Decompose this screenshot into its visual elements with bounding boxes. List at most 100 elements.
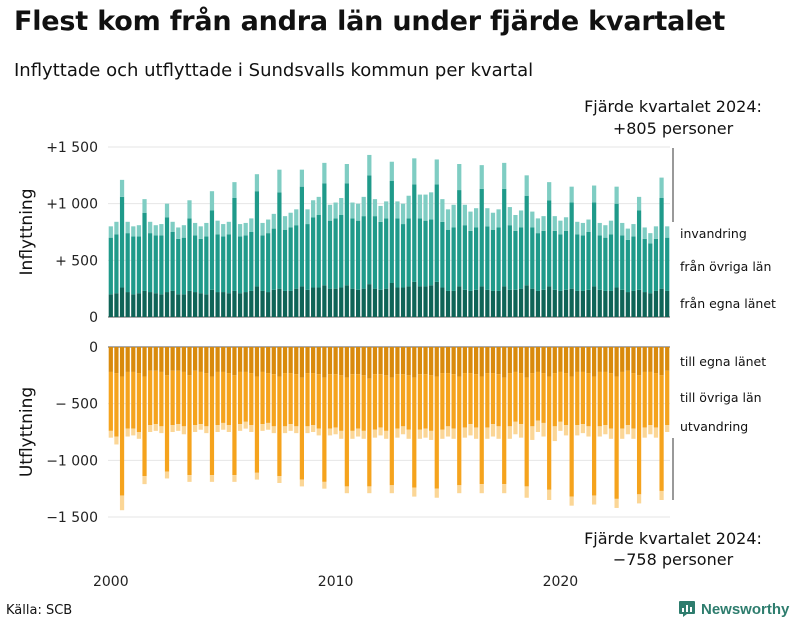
bar [311,373,316,426]
brand-logo[interactable]: Newsworthy [678,600,789,618]
bar [367,284,372,317]
bar [608,373,614,429]
bar [468,211,473,231]
bar [586,426,591,437]
bar [490,229,496,291]
bar [181,426,186,435]
bar [266,292,271,317]
bar [125,371,130,429]
bar [119,376,125,496]
bar [176,294,181,317]
bar [608,290,614,317]
bar [282,426,288,434]
bar [665,237,670,291]
bar [625,425,630,435]
bar [198,226,203,239]
bar [148,370,153,426]
bar [193,235,198,293]
bar [136,347,142,374]
bar [614,347,619,377]
bar [445,209,451,230]
bar [445,229,451,291]
bar [406,429,411,439]
bar [406,195,411,219]
bar [311,425,316,432]
bar [474,347,479,375]
bar [518,424,524,438]
bar [451,227,456,291]
bar [170,221,175,232]
x-axis: 2000 2010 2020 [93,574,578,590]
bar [170,232,175,291]
bar [367,154,372,176]
bar [395,347,400,375]
bar [552,347,557,374]
bar [170,347,175,371]
bar [648,347,653,372]
bar [513,371,518,422]
bar [305,347,310,374]
bar [586,232,591,290]
bar [524,175,529,196]
bar [502,188,507,287]
bar [215,292,220,317]
bar [440,429,445,439]
x-tick-label: 2020 [543,574,579,590]
bar [221,371,226,423]
bar [642,238,647,293]
bar [462,204,467,226]
bar [316,428,321,436]
bar [665,290,670,317]
bar [187,290,192,317]
y-tick-label: −1 500 [46,510,98,526]
bar [474,208,479,228]
bar [614,203,619,288]
bar [378,205,383,222]
series-till-egna-länet [108,347,670,379]
bar [597,347,602,372]
bar [659,347,664,376]
bar [513,215,518,231]
bar [642,371,647,428]
bar [665,370,670,426]
bar [271,347,276,375]
y-tick-label: + 500 [55,253,98,269]
bar [406,218,411,287]
bar [451,347,456,375]
bar [518,288,524,317]
bar [159,371,164,427]
bar [114,436,119,445]
bar [350,374,355,431]
bar [479,376,484,485]
bar [131,371,136,429]
bar [372,216,378,289]
bar [260,371,265,425]
bar [524,195,529,286]
bar [237,347,243,372]
bar [142,376,147,477]
bar [389,181,394,283]
bar [232,475,237,482]
bar [479,286,484,317]
bar [367,347,372,379]
bar [552,230,557,290]
bar [215,371,220,426]
bar [614,186,619,204]
bar [176,227,181,239]
bar [198,347,203,372]
bar [620,289,625,317]
bar [440,199,445,222]
series-label: till egna länet [680,354,766,369]
bar [333,202,338,219]
bar [496,347,501,375]
bar [507,347,512,374]
bar [378,221,383,290]
bar [653,427,659,438]
bar [659,375,664,491]
bar [440,221,445,288]
bar [603,425,608,435]
bar [249,290,254,317]
bar [631,347,636,374]
bar [597,289,602,317]
bar [530,426,535,440]
